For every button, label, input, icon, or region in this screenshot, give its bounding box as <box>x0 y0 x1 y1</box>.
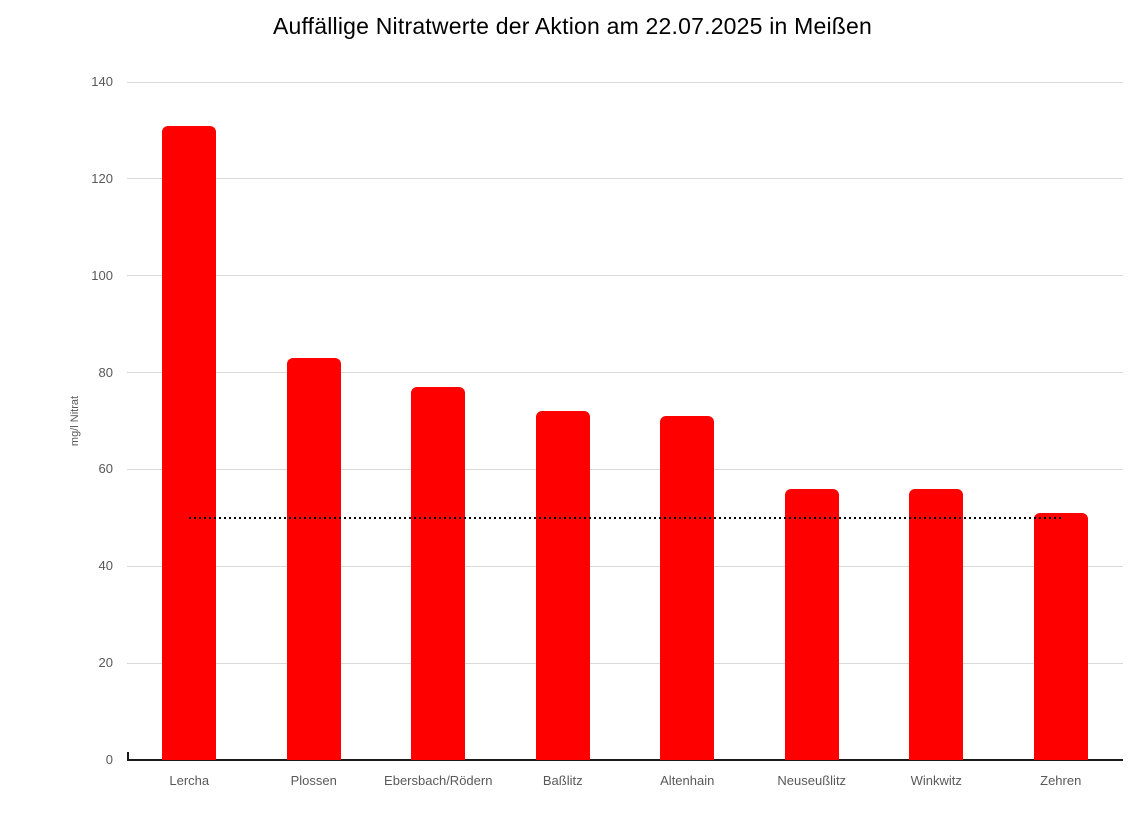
y-tick-label-0: 0 <box>105 752 113 767</box>
gridline-20 <box>127 662 1123 664</box>
y-tick-label-60: 60 <box>98 461 113 477</box>
y-tick-label-120: 120 <box>91 170 113 186</box>
x-category-label: Lercha <box>169 773 210 788</box>
bar-ba-litz <box>535 411 590 760</box>
plot-area: Lercha Plossen Ebersbach/Rödern Baßlitz Alte… <box>127 81 1123 788</box>
gridline-60 <box>127 468 1123 470</box>
x-category-label: Plossen <box>290 773 337 788</box>
gridline-140 <box>127 81 1123 83</box>
chart-title: Auffällige Nitratwerte der Aktion am 22.… <box>272 13 873 39</box>
gridline-40 <box>127 565 1123 567</box>
x-category-label: Winkwitz <box>910 773 962 788</box>
y-tick-label-20: 20 <box>98 655 113 671</box>
y-tick-label-40: 40 <box>98 558 113 574</box>
x-axis-line <box>127 759 1123 761</box>
y-axis-title: mg/l Nitrat <box>69 395 81 447</box>
y-tick-label-80: 80 <box>98 364 113 380</box>
bar-zehren <box>1033 513 1088 760</box>
x-category-label: Altenhain <box>660 773 715 788</box>
bar-lercha <box>162 125 217 760</box>
x-category-label: Baßlitz <box>542 773 583 788</box>
y-tick-label-100: 100 <box>91 267 113 283</box>
origin-tick <box>127 752 129 760</box>
bar-winkwitz <box>909 488 964 760</box>
bar-ebersbach-r-dern <box>411 387 466 760</box>
x-category-label: Neuseußlitz <box>777 773 847 788</box>
threshold-line-50 <box>189 516 1061 519</box>
bar-plossen <box>286 358 341 760</box>
bar-neuseu-litz <box>784 488 839 760</box>
bar-altenhain <box>660 416 715 760</box>
gridline-80 <box>127 372 1123 374</box>
x-category-label: Zehren <box>1040 773 1082 788</box>
x-category-label: Ebersbach/Rödern <box>384 773 493 788</box>
gridline-120 <box>127 178 1123 180</box>
gridline-100 <box>127 275 1123 277</box>
y-tick-label-140: 140 <box>91 74 113 89</box>
